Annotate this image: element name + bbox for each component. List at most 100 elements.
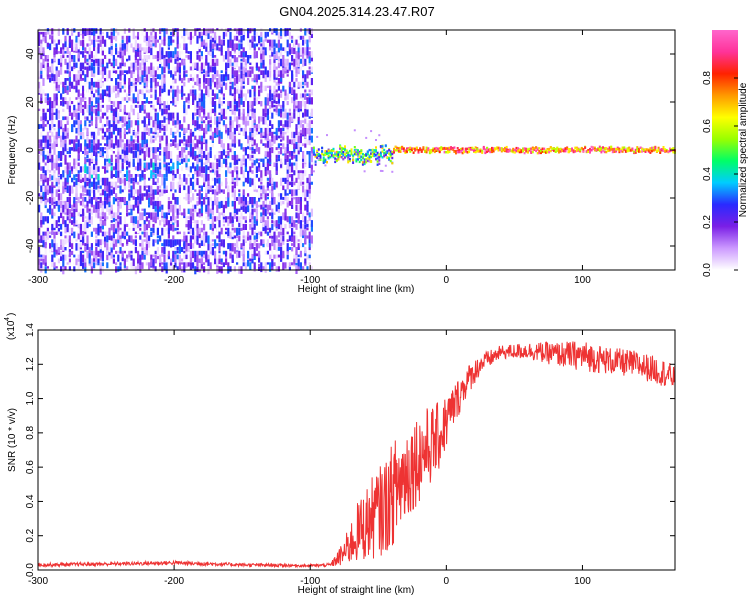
heatmap-cell	[266, 227, 269, 231]
heatmap-cell	[134, 120, 137, 126]
heatmap-cell	[132, 239, 135, 245]
heatmap-cell	[66, 262, 69, 265]
heatmap-cell	[203, 254, 206, 259]
heatmap-cell	[264, 189, 267, 194]
heatmap-cell	[104, 135, 107, 141]
heatmap-cell	[123, 181, 126, 191]
heatmap-cell	[286, 58, 289, 66]
heatmap-cell	[49, 231, 52, 235]
heatmap-cell	[196, 101, 199, 107]
heatmap-cell	[422, 146, 425, 149]
heatmap-cell	[88, 124, 91, 127]
heatmap-cell	[302, 158, 305, 162]
heatmap-cell	[145, 74, 148, 82]
heatmap-cell	[214, 112, 217, 116]
heatmap-cell	[185, 154, 188, 163]
heatmap-cell	[137, 189, 140, 196]
heatmap-cell	[236, 81, 239, 90]
heatmap-cell	[211, 177, 214, 182]
heatmap-cell	[198, 262, 201, 270]
heatmap-cell	[176, 43, 179, 49]
heatmap-cell	[101, 31, 104, 35]
heatmap-cell	[101, 189, 104, 196]
heatmap-cell	[437, 149, 440, 152]
heatmap-cell	[86, 220, 89, 229]
heatmap-cell	[97, 250, 100, 257]
heatmap-cell	[220, 28, 223, 31]
heatmap-cell	[161, 78, 164, 86]
heatmap-cell	[161, 243, 164, 247]
heatmap-cell	[273, 131, 276, 135]
heatmap-cell	[233, 127, 236, 135]
heatmap-cell	[71, 147, 74, 151]
heatmap-cell	[220, 139, 223, 148]
heatmap-cell	[286, 193, 289, 196]
heatmap-cell	[53, 231, 56, 239]
heatmap-cell	[108, 185, 111, 193]
heatmap-cell	[86, 154, 89, 158]
heatmap-cell	[348, 154, 351, 157]
heatmap-cell	[42, 185, 45, 192]
heatmap-cell	[260, 116, 263, 122]
heatmap-cell	[288, 112, 291, 116]
heatmap-cell	[40, 166, 43, 171]
heatmap-cell	[308, 47, 311, 50]
heatmap-cell	[79, 227, 82, 235]
heatmap-cell	[66, 177, 69, 183]
heatmap-cell	[156, 131, 159, 138]
heatmap-cell	[167, 55, 170, 64]
heatmap-cell	[101, 89, 104, 96]
heatmap-cell	[152, 66, 155, 75]
heatmap-cell	[53, 266, 56, 270]
heatmap-cell	[132, 74, 135, 77]
heatmap-cell	[442, 147, 444, 150]
heatmap-cell	[249, 200, 252, 205]
heatmap-cell	[533, 148, 536, 151]
heatmap-cell	[152, 227, 155, 233]
heatmap-cell	[231, 108, 234, 115]
heatmap-cell	[404, 150, 407, 153]
heatmap-cell	[90, 139, 93, 144]
heatmap-cell	[165, 162, 168, 171]
heatmap-cell	[251, 243, 254, 250]
heatmap-cell	[181, 89, 184, 97]
heatmap-cell	[156, 51, 159, 59]
heatmap-cell	[84, 227, 87, 232]
heatmap-cell	[205, 43, 208, 52]
heatmap-cell	[121, 35, 124, 40]
heatmap-cell	[317, 158, 320, 161]
heatmap-cell	[44, 189, 47, 198]
heatmap-cell	[77, 181, 80, 186]
heatmap-cell	[181, 158, 184, 164]
heatmap-cell	[216, 151, 219, 157]
heatmap-cell	[264, 74, 267, 82]
heatmap-cell	[178, 158, 181, 162]
heatmap-cell	[60, 223, 63, 230]
heatmap-cell	[448, 146, 451, 150]
heatmap-cell	[77, 74, 80, 80]
heatmap-cell	[95, 227, 98, 235]
heatmap-cell	[207, 78, 210, 87]
heatmap-cell	[214, 127, 217, 134]
heatmap-cell	[172, 174, 175, 181]
heatmap-cell	[198, 135, 201, 141]
heatmap-cell	[310, 124, 313, 127]
heatmap-cell	[60, 231, 63, 237]
heatmap-cell	[112, 181, 115, 188]
heatmap-cell	[347, 153, 350, 156]
heatmap-cell	[145, 143, 148, 148]
heatmap-cell	[99, 28, 102, 35]
heatmap-cell	[159, 28, 162, 35]
heatmap-cell	[227, 143, 230, 151]
heatmap-cell	[90, 62, 93, 68]
heatmap-cell	[528, 147, 531, 151]
heatmap-cell	[198, 66, 201, 74]
heatmap-cell	[99, 216, 102, 221]
heatmap-cell	[282, 135, 285, 141]
heatmap-cell	[535, 146, 538, 149]
heatmap-cell	[148, 235, 151, 241]
heatmap-cell	[306, 189, 309, 197]
heatmap-cell	[178, 74, 181, 81]
heatmap-cell	[255, 250, 258, 257]
heatmap-cell	[284, 108, 287, 113]
